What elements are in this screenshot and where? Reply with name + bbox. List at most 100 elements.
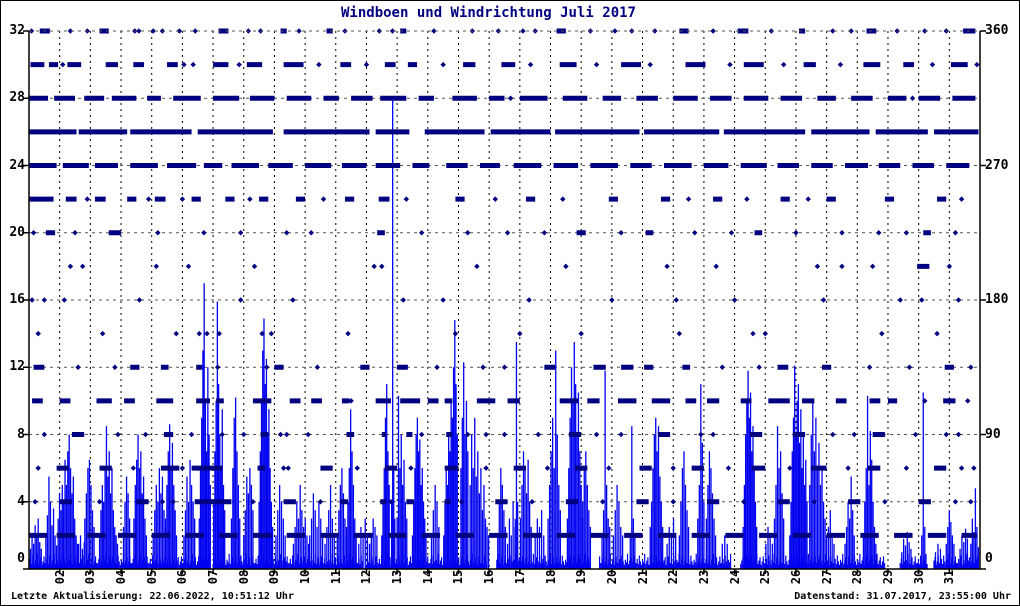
direction-dot (247, 196, 253, 202)
direction-dot (544, 465, 551, 471)
direction-dot (820, 297, 827, 303)
direction-dot (308, 230, 314, 236)
direction-dot (971, 465, 977, 471)
x-axis-day-label: 10 (298, 569, 313, 585)
direction-dot (237, 297, 244, 303)
direction-dot (912, 431, 919, 438)
direction-dot (501, 431, 508, 438)
direction-dot (955, 297, 962, 303)
direction-dot (79, 263, 86, 270)
gust-spikes-layer (29, 98, 980, 569)
direction-dot (952, 499, 959, 505)
direction-dot (72, 230, 78, 236)
direction-dot (176, 28, 183, 34)
left-axis-tick-label: 20 (9, 224, 25, 240)
direction-dot (830, 28, 836, 34)
left-axis-tick-label: 0 (17, 551, 25, 566)
x-axis-day-label: 20 (604, 569, 619, 585)
direction-dot (879, 330, 885, 337)
direction-dot (283, 230, 290, 236)
direction-dot (952, 230, 959, 236)
x-axis-day-label: 25 (758, 569, 773, 585)
direction-dot (67, 263, 74, 270)
direction-dot (882, 499, 888, 505)
direction-dot (647, 61, 653, 68)
x-axis-day-label: 08 (236, 569, 251, 585)
direction-dot (192, 28, 198, 34)
direction-dot (115, 431, 121, 438)
direction-dot (241, 431, 247, 438)
direction-dot (756, 364, 762, 370)
direction-dot (897, 297, 903, 303)
x-axis-day-label: 04 (114, 569, 129, 585)
direction-dot (541, 230, 548, 236)
direction-dot (251, 263, 258, 270)
direction-dot (181, 61, 187, 68)
direction-dot (32, 499, 38, 505)
direction-dot (142, 431, 149, 438)
right-axis-tick-label: 270 (985, 157, 1009, 173)
left-axis-tick-label: 32 (9, 23, 25, 38)
direction-dot (517, 330, 523, 337)
x-axis-day-label: 15 (451, 569, 466, 585)
direction-dot (618, 230, 624, 236)
x-axis-day-label: 22 (666, 569, 681, 585)
left-axis-tick-label: 12 (9, 359, 25, 375)
left-axis-tick-label: 28 (9, 90, 25, 106)
direction-dot (876, 230, 882, 236)
x-axis-day-label: 16 (482, 569, 497, 585)
direction-dot (480, 364, 486, 370)
direction-dot (408, 465, 414, 471)
direction-dot (35, 330, 41, 337)
direction-dot (30, 230, 37, 236)
direction-dot (968, 499, 974, 505)
direction-dot (958, 196, 965, 202)
right-axis-tick-label: 0 (985, 551, 993, 566)
left-axis-tick-label: 4 (17, 493, 25, 509)
direction-dot (919, 297, 925, 303)
direction-dot (96, 499, 103, 505)
direction-dot (719, 364, 726, 370)
direction-dot (958, 465, 965, 471)
direction-dot (501, 364, 508, 370)
direction-dot (29, 297, 35, 303)
direction-dot (112, 364, 118, 370)
direction-dot (670, 499, 676, 505)
direction-dot (845, 465, 851, 471)
direction-dot (188, 431, 195, 438)
direction-dot (929, 61, 936, 68)
x-axis-day-label: 14 (420, 569, 435, 585)
direction-dot (866, 364, 873, 370)
direction-dot (750, 330, 756, 337)
direction-dot (741, 499, 747, 505)
direction-dot (285, 465, 291, 471)
direction-dot (869, 263, 876, 270)
direction-dot (216, 330, 222, 337)
direction-dot (943, 431, 949, 438)
direction-dot (830, 431, 836, 438)
direction-dot (464, 230, 471, 236)
right-axis-tick-label: 180 (985, 292, 1009, 307)
direction-dot (418, 431, 425, 438)
direction-dot (320, 196, 327, 202)
direction-dot (793, 230, 799, 236)
direction-dot (173, 330, 179, 337)
direction-dot (431, 28, 437, 34)
direction-dot (676, 330, 683, 337)
direction-dot (839, 263, 845, 270)
direction-dot (99, 330, 106, 337)
direction-dot (155, 230, 161, 236)
direction-dots-layer (28, 28, 980, 538)
direction-dot (483, 465, 489, 471)
direction-dot (520, 28, 526, 34)
direction-dot (673, 297, 679, 303)
direction-dot (464, 431, 471, 438)
direction-dot (787, 465, 793, 471)
direction-dot (839, 230, 845, 236)
direction-dot (60, 61, 66, 68)
direction-dot (692, 230, 698, 236)
x-axis-day-label: 30 (911, 569, 926, 585)
direction-dot (906, 364, 913, 370)
direction-dot (728, 230, 735, 236)
